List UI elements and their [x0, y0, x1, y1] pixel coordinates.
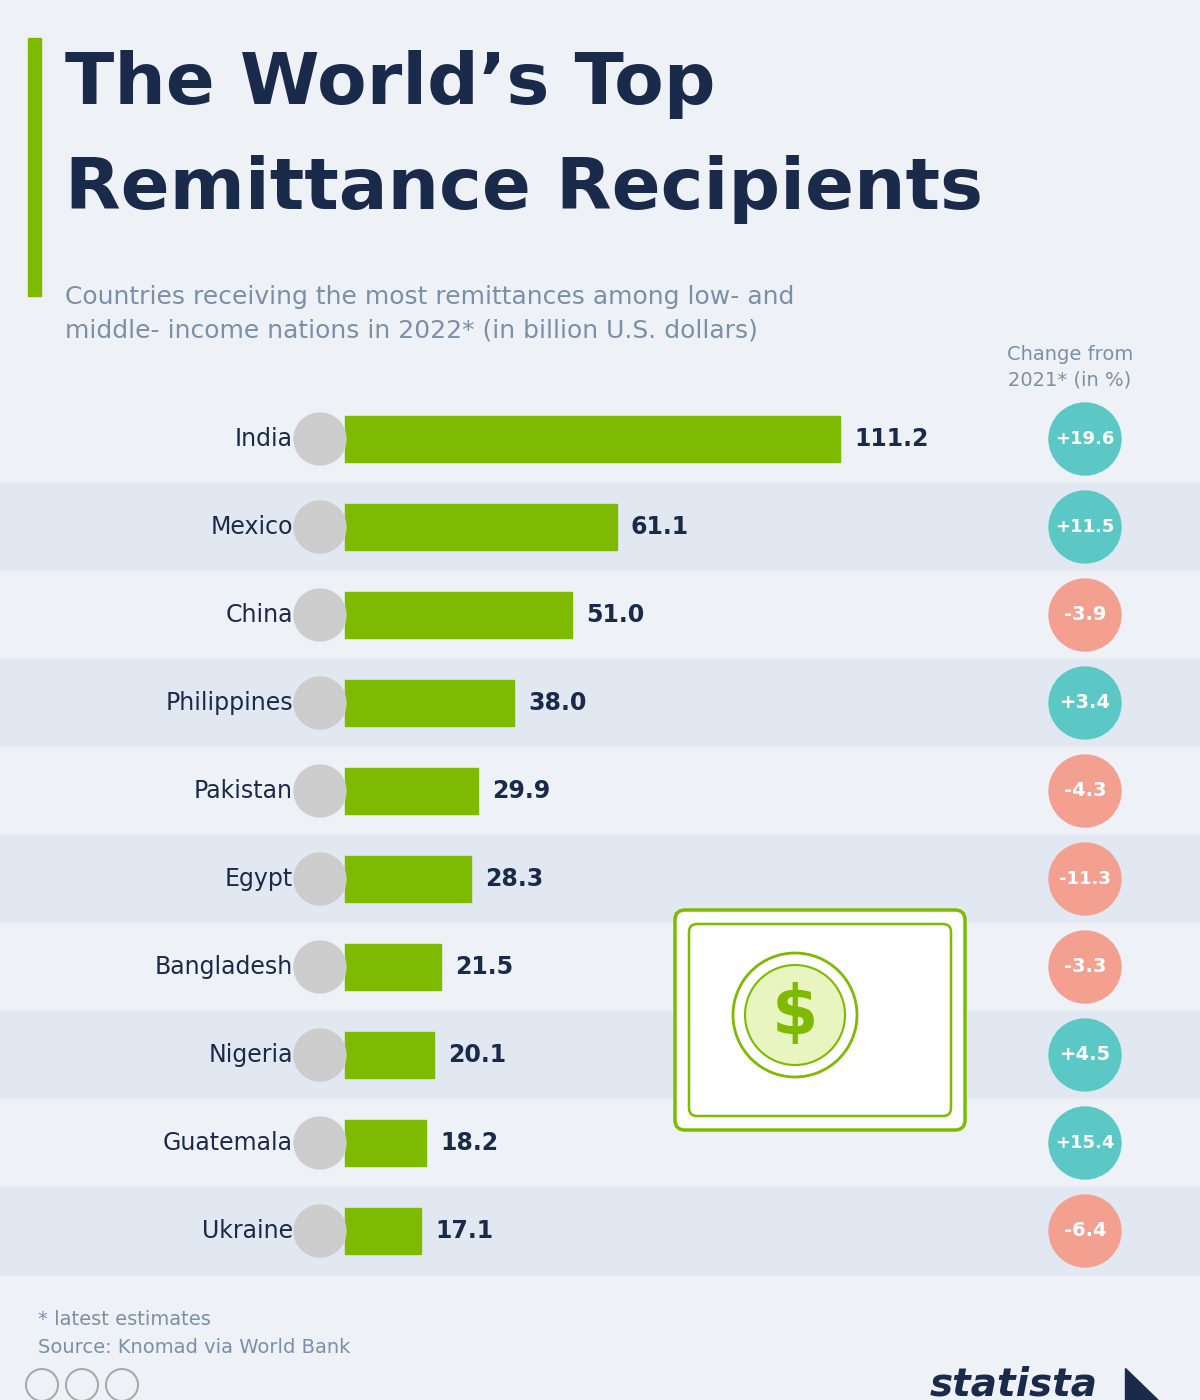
Text: Egypt: Egypt	[224, 867, 293, 890]
Bar	[28, 38, 41, 295]
Polygon shape	[1126, 1368, 1160, 1400]
Circle shape	[1049, 403, 1121, 475]
Bar	[880, 1009, 928, 1021]
Circle shape	[294, 501, 346, 553]
Text: Pakistan: Pakistan	[194, 778, 293, 804]
FancyBboxPatch shape	[674, 910, 965, 1130]
Bar	[346, 416, 840, 462]
Bar	[346, 769, 478, 813]
Circle shape	[294, 678, 346, 729]
Circle shape	[294, 1029, 346, 1081]
Bar	[775, 1120, 797, 1155]
Circle shape	[1049, 1107, 1121, 1179]
Text: +11.5: +11.5	[1055, 518, 1115, 536]
Text: Guatemala: Guatemala	[163, 1131, 293, 1155]
Bar	[0, 834, 1200, 923]
Bar	[0, 1187, 1200, 1275]
Circle shape	[1049, 1019, 1121, 1091]
Circle shape	[1049, 755, 1121, 827]
Bar	[0, 923, 1200, 1011]
Text: +3.4: +3.4	[1060, 693, 1110, 713]
Circle shape	[1049, 1196, 1121, 1267]
Bar	[0, 395, 1200, 483]
Circle shape	[1049, 491, 1121, 563]
Bar	[346, 857, 470, 902]
Circle shape	[1049, 666, 1121, 739]
Text: 28.3: 28.3	[485, 867, 544, 890]
Bar	[0, 1011, 1200, 1099]
Circle shape	[1049, 931, 1121, 1002]
Text: 21.5: 21.5	[455, 955, 512, 979]
Text: +4.5: +4.5	[1060, 1046, 1110, 1064]
Circle shape	[294, 853, 346, 904]
Circle shape	[294, 1205, 346, 1257]
Text: $: $	[772, 981, 818, 1049]
Text: * latest estimates
Source: Knomad via World Bank: * latest estimates Source: Knomad via Wo…	[38, 1310, 350, 1357]
Bar	[0, 571, 1200, 659]
Text: Philippines: Philippines	[166, 692, 293, 715]
Text: India: India	[235, 427, 293, 451]
Bar	[346, 680, 514, 725]
Circle shape	[294, 1117, 346, 1169]
Bar	[0, 483, 1200, 571]
Bar	[830, 1120, 852, 1155]
Circle shape	[745, 965, 845, 1065]
Text: 20.1: 20.1	[449, 1043, 506, 1067]
Bar	[346, 1208, 421, 1254]
Circle shape	[294, 764, 346, 818]
Bar	[0, 1099, 1200, 1187]
Text: -4.3: -4.3	[1063, 781, 1106, 801]
Bar	[346, 1032, 434, 1078]
Text: -11.3: -11.3	[1060, 869, 1111, 888]
Bar	[346, 592, 572, 638]
Circle shape	[294, 413, 346, 465]
Bar	[346, 944, 440, 990]
Text: -3.3: -3.3	[1064, 958, 1106, 977]
Bar	[706, 1120, 727, 1155]
Text: 29.9: 29.9	[492, 778, 551, 804]
Text: China: China	[226, 603, 293, 627]
Bar	[865, 1120, 887, 1155]
Bar	[880, 969, 928, 981]
Circle shape	[294, 941, 346, 993]
Bar	[740, 1120, 762, 1155]
Text: Ukraine: Ukraine	[202, 1219, 293, 1243]
Bar	[346, 504, 617, 550]
Text: statista: statista	[930, 1366, 1098, 1400]
Circle shape	[1049, 580, 1121, 651]
Text: Mexico: Mexico	[210, 515, 293, 539]
Text: Remittance Recipients: Remittance Recipients	[65, 155, 983, 224]
Text: 111.2: 111.2	[854, 427, 929, 451]
Text: Change from
2021* (in %): Change from 2021* (in %)	[1007, 344, 1133, 389]
Bar	[0, 748, 1200, 834]
Text: Bangladesh: Bangladesh	[155, 955, 293, 979]
Text: -3.9: -3.9	[1064, 605, 1106, 624]
Text: 17.1: 17.1	[436, 1219, 493, 1243]
Text: 18.2: 18.2	[440, 1131, 498, 1155]
Text: -6.4: -6.4	[1063, 1221, 1106, 1240]
Text: 61.1: 61.1	[631, 515, 689, 539]
Bar	[346, 1120, 426, 1166]
Text: +15.4: +15.4	[1055, 1134, 1115, 1152]
Text: 51.0: 51.0	[586, 603, 644, 627]
Text: Nigeria: Nigeria	[209, 1043, 293, 1067]
Bar	[0, 659, 1200, 748]
Text: 38.0: 38.0	[528, 692, 587, 715]
Text: Countries receiving the most remittances among low- and
middle- income nations i: Countries receiving the most remittances…	[65, 286, 794, 343]
Circle shape	[1049, 843, 1121, 916]
Text: +19.6: +19.6	[1055, 430, 1115, 448]
Circle shape	[294, 589, 346, 641]
Text: The World’s Top: The World’s Top	[65, 50, 715, 119]
